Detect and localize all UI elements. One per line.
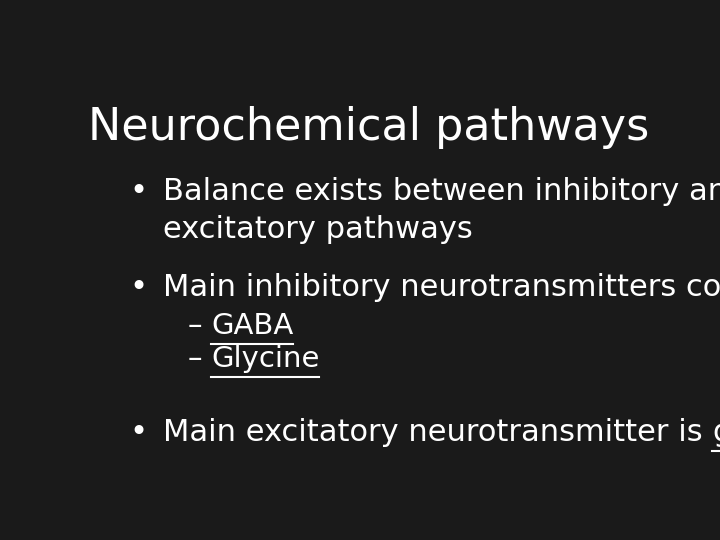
Text: Neurochemical pathways: Neurochemical pathways bbox=[89, 106, 649, 150]
Text: Glycine: Glycine bbox=[211, 346, 320, 374]
Text: –: – bbox=[188, 346, 212, 374]
Text: GABA: GABA bbox=[211, 312, 293, 340]
Text: Main excitatory neurotransmitter is: Main excitatory neurotransmitter is bbox=[163, 418, 712, 447]
Text: •: • bbox=[129, 418, 147, 447]
Text: •: • bbox=[129, 177, 147, 206]
Text: glutamate: glutamate bbox=[712, 418, 720, 447]
Text: •: • bbox=[129, 273, 147, 302]
Text: –: – bbox=[188, 312, 212, 340]
Text: Main inhibitory neurotransmitters consist of: Main inhibitory neurotransmitters consis… bbox=[163, 273, 720, 302]
Text: Balance exists between inhibitory and
excitatory pathways: Balance exists between inhibitory and ex… bbox=[163, 177, 720, 244]
